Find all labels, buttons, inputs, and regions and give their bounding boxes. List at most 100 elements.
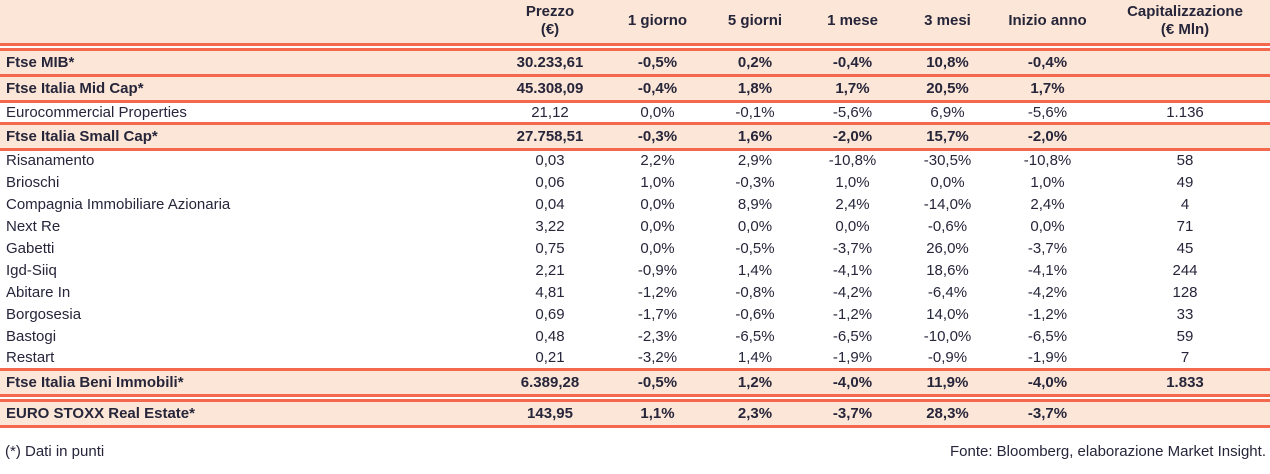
value-cell: -0,1% xyxy=(705,101,805,123)
value-cell: -4,1% xyxy=(805,259,900,281)
value-cell: -4,1% xyxy=(995,259,1100,281)
value-cell: 0,0% xyxy=(610,101,705,123)
value-cell: 1,2% xyxy=(705,367,805,397)
value-cell: 0,0% xyxy=(610,215,705,237)
value-cell: -14,0% xyxy=(900,193,995,215)
column-header: 3 mesi xyxy=(900,0,995,46)
value-cell: 4,81 xyxy=(490,281,610,303)
value-cell: 0,0% xyxy=(805,215,900,237)
header-row: Prezzo (€) 1 giorno 5 giorni 1 mese 3 mesi In… xyxy=(0,0,1270,46)
value-cell: -3,7% xyxy=(995,398,1100,428)
value-cell: 14,0% xyxy=(900,303,995,325)
row-label: Igd-Siiq xyxy=(0,259,490,281)
value-cell: 0,0% xyxy=(610,237,705,259)
value-cell: -1,2% xyxy=(995,303,1100,325)
value-cell: 4 xyxy=(1100,193,1270,215)
table-body: Ftse MIB* 30.233,61 -0,5% 0,2% -0,4% 10,8% -0,… xyxy=(0,44,1270,428)
value-cell: 0,0% xyxy=(705,215,805,237)
value-cell: 3,22 xyxy=(490,215,610,237)
value-cell: -0,5% xyxy=(610,367,705,397)
table-row: Brioschi 0,06 1,0% -0,3% 1,0% 0,0% 1,0% 49 xyxy=(0,171,1270,193)
source-note: Fonte: Bloomberg, elaborazione Market In… xyxy=(949,443,1266,461)
column-header: Prezzo (€) xyxy=(490,0,610,46)
value-cell: -2,3% xyxy=(610,325,705,347)
table-row: Restart 0,21 -3,2% 1,4% -1,9% -0,9% -1,9% 7 xyxy=(0,347,1270,369)
row-label: Ftse MIB* xyxy=(0,47,490,77)
table-row: Ftse Italia Small Cap* 27.758,51 -0,3% 1,6%… xyxy=(0,121,1270,151)
value-cell: 26,0% xyxy=(900,237,995,259)
value-cell: -3,7% xyxy=(995,237,1100,259)
value-cell: -4,2% xyxy=(805,281,900,303)
value-cell: -10,0% xyxy=(900,325,995,347)
value-cell: 58 xyxy=(1100,149,1270,171)
value-cell: 1,4% xyxy=(705,259,805,281)
value-cell: 33 xyxy=(1100,303,1270,325)
value-cell: 1,0% xyxy=(805,171,900,193)
row-label: Ftse Italia Mid Cap* xyxy=(0,73,490,103)
spacer-cell xyxy=(0,44,1270,49)
value-cell: 2,4% xyxy=(805,193,900,215)
row-label: Bastogi xyxy=(0,325,490,347)
value-cell: 0,0% xyxy=(900,171,995,193)
value-cell: -6,5% xyxy=(805,325,900,347)
table-row: EURO STOXX Real Estate* 143,95 1,1% 2,3% -3,… xyxy=(0,398,1270,428)
table-row: Ftse MIB* 30.233,61 -0,5% 0,2% -0,4% 10,8% -0,… xyxy=(0,47,1270,77)
spacer-row xyxy=(0,44,1270,49)
column-header: 5 giorni xyxy=(705,0,805,46)
column-header: Inizio anno xyxy=(995,0,1100,46)
value-cell: -1,9% xyxy=(995,347,1100,369)
value-cell: -4,0% xyxy=(805,367,900,397)
value-cell: 128 xyxy=(1100,281,1270,303)
value-cell: 45 xyxy=(1100,237,1270,259)
table-row: Ftse Italia Beni Immobili* 6.389,28 -0,5% 1… xyxy=(0,367,1270,397)
value-cell: -5,6% xyxy=(995,101,1100,123)
value-cell: -0,8% xyxy=(705,281,805,303)
table-row: Ftse Italia Mid Cap* 45.308,09 -0,4% 1,8% 1,… xyxy=(0,73,1270,103)
value-cell: 71 xyxy=(1100,215,1270,237)
value-cell: 6,9% xyxy=(900,101,995,123)
value-cell: -2,0% xyxy=(995,121,1100,151)
value-cell: -4,0% xyxy=(995,367,1100,397)
value-cell: -2,0% xyxy=(805,121,900,151)
value-cell: 59 xyxy=(1100,325,1270,347)
value-cell: -0,3% xyxy=(705,171,805,193)
row-label: Gabetti xyxy=(0,237,490,259)
value-cell: 0,75 xyxy=(490,237,610,259)
value-cell: 11,9% xyxy=(900,367,995,397)
row-label: Compagnia Immobiliare Azionaria xyxy=(0,193,490,215)
value-cell: -3,7% xyxy=(805,237,900,259)
value-cell: 143,95 xyxy=(490,398,610,428)
value-cell: 2,2% xyxy=(610,149,705,171)
value-cell: 2,9% xyxy=(705,149,805,171)
column-header: Capitalizzazione (€ Mln) xyxy=(1100,0,1270,46)
row-label: Risanamento xyxy=(0,149,490,171)
value-cell: 1,7% xyxy=(805,73,900,103)
row-label: Ftse Italia Beni Immobili* xyxy=(0,367,490,397)
value-cell: -30,5% xyxy=(900,149,995,171)
value-cell: -1,7% xyxy=(610,303,705,325)
value-cell: 6.389,28 xyxy=(490,367,610,397)
value-cell: 1,7% xyxy=(995,73,1100,103)
table-row: Borgosesia 0,69 -1,7% -0,6% -1,2% 14,0% -1,2% 3… xyxy=(0,303,1270,325)
value-cell: -4,2% xyxy=(995,281,1100,303)
value-cell xyxy=(1100,398,1270,428)
value-cell: 18,6% xyxy=(900,259,995,281)
value-cell: -0,9% xyxy=(610,259,705,281)
value-cell: -10,8% xyxy=(995,149,1100,171)
row-label: Ftse Italia Small Cap* xyxy=(0,121,490,151)
value-cell: -3,2% xyxy=(610,347,705,369)
value-cell: 21,12 xyxy=(490,101,610,123)
value-cell: -6,5% xyxy=(995,325,1100,347)
value-cell: 244 xyxy=(1100,259,1270,281)
row-label: Borgosesia xyxy=(0,303,490,325)
value-cell: 28,3% xyxy=(900,398,995,428)
value-cell: 1,4% xyxy=(705,347,805,369)
value-cell: 0,69 xyxy=(490,303,610,325)
row-label: Eurocommercial Properties xyxy=(0,101,490,123)
value-cell: -0,6% xyxy=(705,303,805,325)
value-cell: -0,4% xyxy=(995,47,1100,77)
row-label: Brioschi xyxy=(0,171,490,193)
value-cell: 0,21 xyxy=(490,347,610,369)
value-cell: 0,06 xyxy=(490,171,610,193)
